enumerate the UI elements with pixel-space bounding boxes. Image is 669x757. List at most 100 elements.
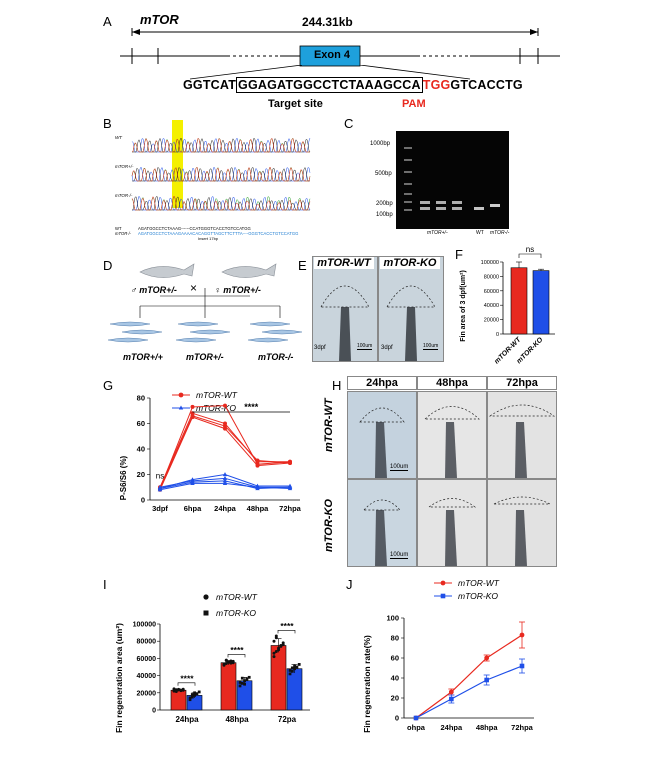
g-point xyxy=(190,479,195,484)
i-legend-ko-marker xyxy=(203,610,209,616)
f-ylabel: Fin area of 3 dpf(um²) xyxy=(460,270,467,342)
j-point xyxy=(413,715,419,721)
i-x-label: 48hpa xyxy=(225,715,249,724)
g-x-label: 3dpf xyxy=(152,504,168,513)
offspring-ko: mTOR-/- xyxy=(258,352,294,362)
i-point xyxy=(272,651,276,655)
panel-i-label: I xyxy=(103,577,107,592)
svg-text:AGATGGCCTCTAAAGAAAACACAGGTTAGC: AGATGGCCTCTAAAGAAAACACAGGTTAGCTTCTTTA---… xyxy=(138,231,298,236)
h-row-ko: mTOR-KO xyxy=(323,499,335,552)
h-fin-image xyxy=(487,479,557,567)
g-legend-ko: mTOR-KO xyxy=(196,403,236,413)
i-point xyxy=(293,667,296,671)
j-tick-label: 60 xyxy=(391,654,399,663)
i-point xyxy=(293,664,296,668)
i-bar xyxy=(270,645,287,711)
i-point xyxy=(245,677,249,681)
g-x-label: 6hpa xyxy=(184,504,202,513)
cross-diagram xyxy=(107,263,303,343)
f-bar xyxy=(532,270,550,335)
j-legend-wt-marker xyxy=(440,580,446,586)
h-scale-wt: 100um xyxy=(390,464,409,471)
lane-het: mTOR+/- xyxy=(427,230,448,236)
i-point xyxy=(177,688,181,692)
fin-image-ko xyxy=(378,256,444,362)
marker-200: 200bp xyxy=(376,201,393,207)
g-point xyxy=(190,404,195,409)
g-point xyxy=(288,461,292,466)
i-point xyxy=(281,643,285,647)
svg-text:WT: WT xyxy=(115,135,123,140)
j-legend-ko-marker xyxy=(440,593,446,599)
i-point xyxy=(231,659,235,663)
i-point xyxy=(174,689,178,693)
female-parent: ♀ mTOR+/- xyxy=(214,285,261,295)
gel-image xyxy=(396,131,509,229)
svg-text:Insert 17bp: Insert 17bp xyxy=(198,236,219,241)
panel-a-label: A xyxy=(103,14,112,29)
i-point xyxy=(224,662,228,666)
i-point xyxy=(193,693,196,697)
i-point xyxy=(243,682,246,686)
h-header-48: 48hpa xyxy=(417,376,487,390)
i-point xyxy=(274,634,278,638)
i-point xyxy=(179,688,183,692)
j-point xyxy=(449,696,454,702)
chromatogram-trace xyxy=(131,137,310,153)
i-tick-label: 0 xyxy=(152,708,156,715)
i-point xyxy=(222,662,226,666)
i-point xyxy=(229,659,233,663)
panel-f-label: F xyxy=(455,247,463,262)
fin-image-wt xyxy=(312,256,378,362)
g-significance: **** xyxy=(244,402,259,412)
i-significance: **** xyxy=(230,645,244,655)
i-tick-label: 60000 xyxy=(137,656,157,663)
exon-label: Exon 4 xyxy=(313,49,351,61)
i-point xyxy=(181,687,185,691)
i-point xyxy=(243,679,246,683)
g-legend-wt-marker xyxy=(178,392,184,398)
pam-sequence: TGG xyxy=(422,78,451,92)
i-sig-bracket xyxy=(227,654,246,658)
i-significance: **** xyxy=(280,621,294,631)
chromatogram-trace xyxy=(131,166,311,182)
i-tick-label: 80000 xyxy=(137,639,157,646)
offspring-wt: mTOR+/+ xyxy=(123,352,163,362)
i-point xyxy=(227,660,231,664)
h-fin-image xyxy=(487,391,557,479)
chart-f: Fin area of 3 dpf(um²) 0 20000 40000 60000 8… xyxy=(460,246,555,366)
g-point xyxy=(287,484,293,489)
i-legend-wt-marker xyxy=(203,594,209,600)
chromatogram-trace xyxy=(132,195,311,211)
g-tick-label: 0 xyxy=(141,496,145,505)
i-point xyxy=(274,650,278,654)
f-tick-label: 100000 xyxy=(481,260,499,266)
panel-g-label: G xyxy=(103,378,114,393)
i-tick-label: 20000 xyxy=(137,690,157,697)
i-point xyxy=(240,676,244,680)
j-point xyxy=(519,663,525,669)
panel-d-label: D xyxy=(103,258,113,273)
marker-1000: 1000bp xyxy=(370,141,391,147)
chromatogram-trace xyxy=(132,137,311,153)
g-point xyxy=(255,463,260,468)
g-tick-label: 20 xyxy=(137,470,145,479)
gene-name: mTOR xyxy=(140,12,179,27)
j-legend-ko: mTOR-KO xyxy=(458,591,498,601)
i-point xyxy=(288,672,292,676)
i-point xyxy=(272,639,276,643)
h-fin-image xyxy=(417,391,487,479)
e-scale-wt: 100um xyxy=(357,343,373,350)
j-tick-label: 40 xyxy=(391,674,399,683)
lane-ko: mTOR-/- xyxy=(490,230,510,236)
chromatogram-trace xyxy=(132,166,310,182)
g-tick-label: 80 xyxy=(137,394,145,403)
i-point xyxy=(297,663,301,666)
g-x-label: 72hpa xyxy=(279,504,302,513)
i-point xyxy=(277,648,281,652)
cross-symbol: × xyxy=(190,281,198,295)
e-header-wt: mTOR-WT xyxy=(314,257,374,269)
panel-h-label: H xyxy=(332,378,342,393)
i-bar xyxy=(220,662,237,711)
